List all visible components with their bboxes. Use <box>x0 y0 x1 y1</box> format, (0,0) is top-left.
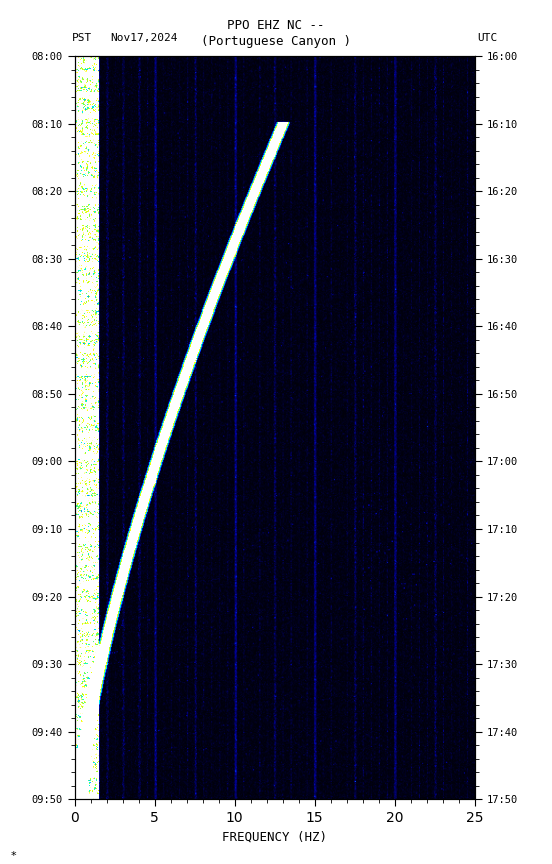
Text: UTC: UTC <box>477 33 498 43</box>
Text: PPO EHZ NC --: PPO EHZ NC -- <box>227 19 325 32</box>
Text: Nov17,2024: Nov17,2024 <box>110 33 178 43</box>
X-axis label: FREQUENCY (HZ): FREQUENCY (HZ) <box>222 830 327 843</box>
Text: *: * <box>11 851 17 861</box>
Text: PST: PST <box>72 33 92 43</box>
Text: (Portuguese Canyon ): (Portuguese Canyon ) <box>201 35 351 48</box>
